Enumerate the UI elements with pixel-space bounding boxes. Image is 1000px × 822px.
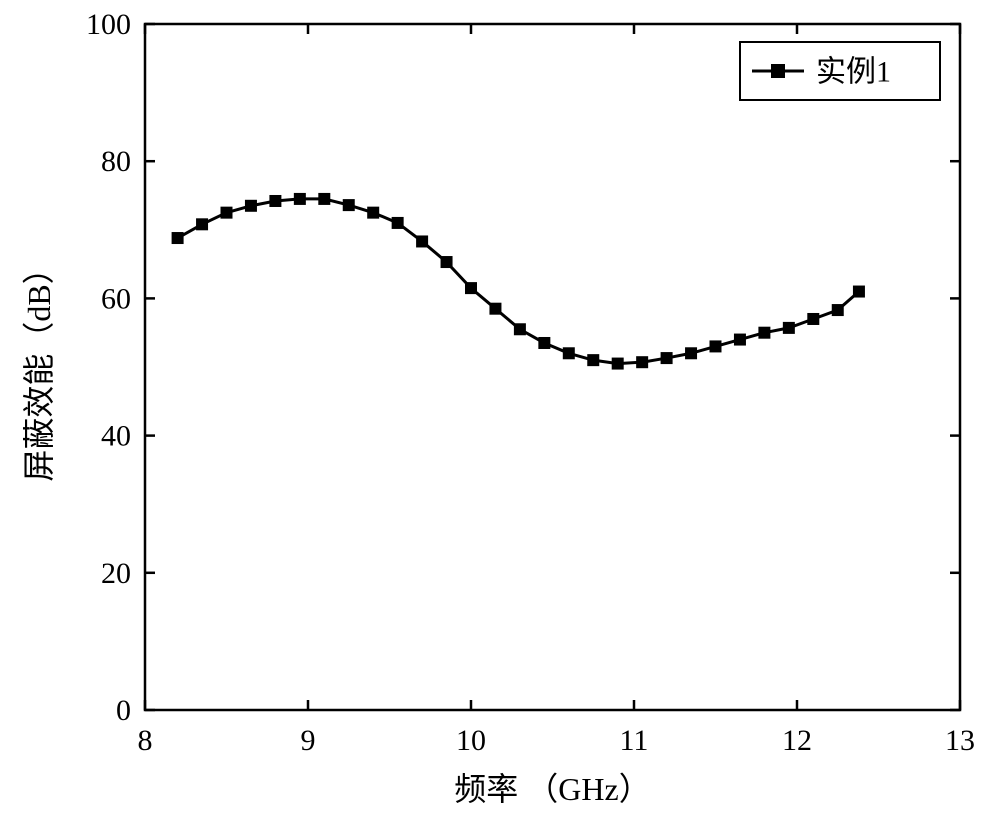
chart-container: 8 9 10 11 12 13 0 20 40 60 80 100 频率 （GHz） 屏蔽效能（dB） 实例… — [0, 0, 1000, 822]
data-marker — [245, 200, 256, 211]
data-marker — [759, 327, 770, 338]
shielding-chart: 8 9 10 11 12 13 0 20 40 60 80 100 频率 （GHz） 屏蔽效能（dB） 实例… — [0, 0, 1000, 822]
data-marker — [490, 303, 501, 314]
data-marker — [343, 200, 354, 211]
data-marker — [441, 257, 452, 268]
data-marker — [368, 207, 379, 218]
data-marker — [197, 219, 208, 230]
data-marker — [172, 233, 183, 244]
data-marker — [783, 322, 794, 333]
data-marker — [319, 193, 330, 204]
legend-label-0: 实例1 — [816, 56, 891, 89]
data-marker — [808, 313, 819, 324]
data-marker — [734, 334, 745, 345]
data-marker — [392, 217, 403, 228]
svg-text:13: 13 — [945, 724, 975, 757]
data-marker — [466, 283, 477, 294]
svg-text:12: 12 — [782, 724, 812, 757]
data-marker — [539, 337, 550, 348]
svg-text:40: 40 — [101, 420, 131, 453]
svg-text:100: 100 — [86, 8, 131, 41]
data-marker — [612, 358, 623, 369]
svg-text:20: 20 — [101, 557, 131, 590]
data-marker — [221, 207, 232, 218]
data-marker — [710, 341, 721, 352]
data-marker — [661, 353, 672, 364]
data-marker — [563, 348, 574, 359]
data-marker — [853, 286, 864, 297]
data-marker — [686, 348, 697, 359]
data-marker — [832, 305, 843, 316]
data-marker — [417, 236, 428, 247]
x-axis-label: 频率 （GHz） — [454, 771, 650, 807]
y-axis-label: 屏蔽效能（dB） — [21, 252, 57, 481]
data-marker — [294, 193, 305, 204]
svg-text:11: 11 — [620, 724, 649, 757]
svg-text:8: 8 — [138, 724, 153, 757]
legend: 实例1 — [740, 42, 940, 100]
svg-text:0: 0 — [116, 694, 131, 727]
data-marker — [637, 357, 648, 368]
svg-text:60: 60 — [101, 282, 131, 315]
data-marker — [270, 195, 281, 206]
svg-text:10: 10 — [456, 724, 486, 757]
svg-text:9: 9 — [301, 724, 316, 757]
data-marker — [588, 355, 599, 366]
data-marker — [514, 324, 525, 335]
svg-text:80: 80 — [101, 145, 131, 178]
